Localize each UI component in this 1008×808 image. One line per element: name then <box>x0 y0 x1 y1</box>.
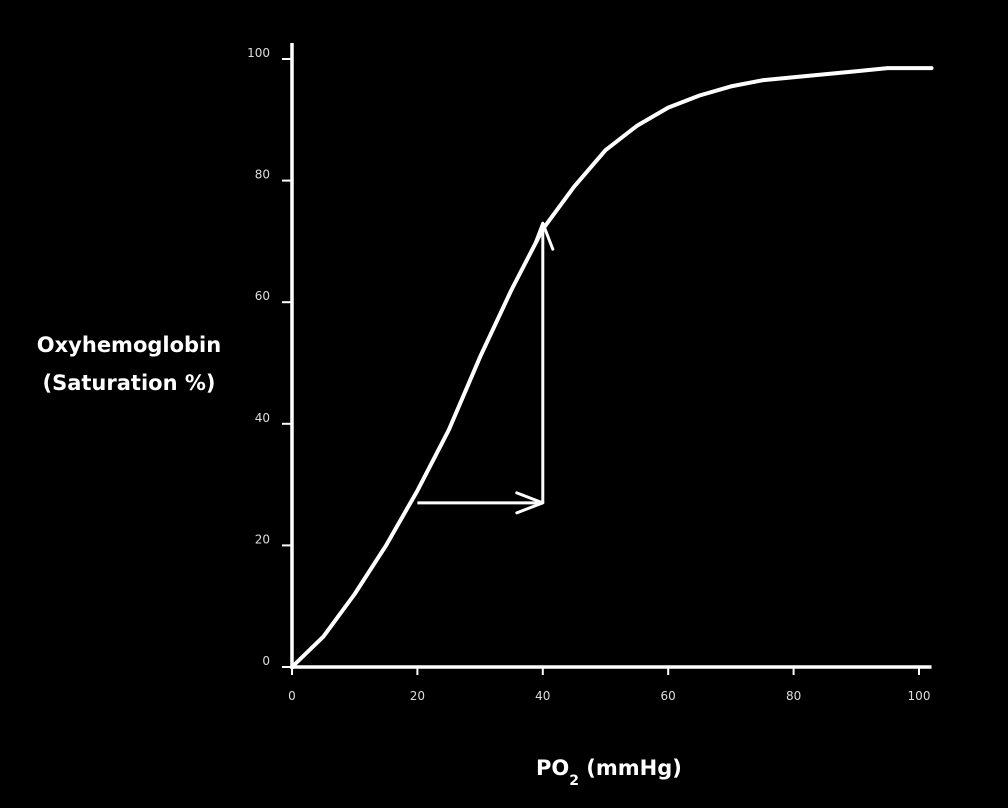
y-tick-label: 20 <box>255 532 270 546</box>
x-tick-label: 40 <box>535 689 550 703</box>
y-axis-label-line1: Oxyhemoglobin <box>36 333 222 357</box>
x-axis-label-subscript: 2 <box>569 773 579 789</box>
y-axis-label-line2: (Saturation %) <box>42 371 216 395</box>
x-axis-label-unit: (mmHg) <box>579 756 682 780</box>
series <box>290 66 934 669</box>
y-tick-label: 40 <box>255 411 270 425</box>
y-tick-label: 60 <box>255 289 270 303</box>
x-tick-label: 0 <box>288 689 296 703</box>
y-tick-label: 80 <box>255 168 270 182</box>
oxyhemoglobin-curve <box>290 66 934 669</box>
x-axis-label: PO2 (mmHg) <box>536 756 682 789</box>
x-tick-label: 80 <box>786 689 801 703</box>
axes <box>290 43 932 669</box>
x-tick-label: 60 <box>661 689 676 703</box>
y-tick-label: 100 <box>247 46 270 60</box>
x-axis-label-main: PO <box>536 756 570 780</box>
annotations <box>417 221 555 515</box>
arrow-head <box>531 221 555 251</box>
x-tick-label: 20 <box>410 689 425 703</box>
y-axis-label: Oxyhemoglobin (Saturation %) <box>0 326 258 402</box>
x-tick-label: 100 <box>908 689 931 703</box>
y-tick-label: 0 <box>262 654 270 668</box>
ticks: 0 20 40 60 80 100 0 20 40 60 80 100 <box>247 46 930 703</box>
